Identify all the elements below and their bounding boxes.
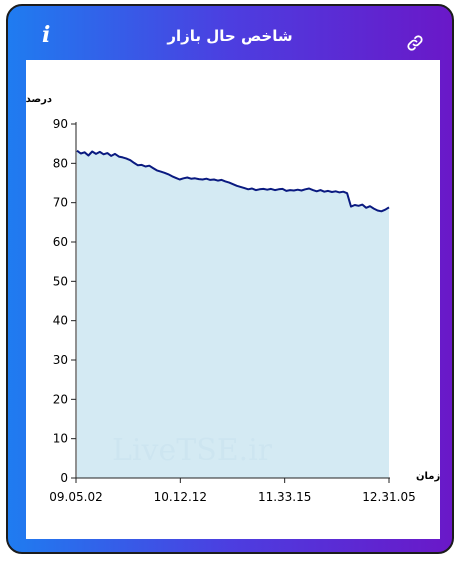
y-tick-label: 10 [53, 432, 68, 446]
y-tick-label: 90 [53, 117, 68, 131]
y-tick-label: 20 [53, 392, 68, 406]
x-tick-label: 10.12.12 [154, 490, 207, 504]
y-tick-label: 30 [53, 353, 68, 367]
y-tick-label: 80 [53, 156, 68, 170]
link-icon[interactable] [406, 34, 424, 52]
y-tick-label: 0 [60, 471, 68, 485]
card-title: شاخص حال بازار [167, 27, 293, 45]
y-tick-label: 40 [53, 314, 68, 328]
area-chart: LiveTSE.ir010203040506070809009.05.0210.… [26, 94, 440, 504]
info-icon[interactable]: i [42, 22, 51, 48]
card-header: i شاخص حال بازار [8, 6, 452, 60]
x-tick-label: 09.05.02 [49, 490, 102, 504]
x-tick-label: 11.33.15 [258, 490, 311, 504]
chart-panel: LiveTSE.ir010203040506070809009.05.0210.… [26, 60, 440, 539]
y-axis-title: درصد [26, 94, 52, 105]
series-area [77, 150, 389, 478]
market-index-card: i شاخص حال بازار LiveTSE.ir0102030405060… [6, 4, 454, 554]
y-tick-label: 50 [53, 274, 68, 288]
x-axis-title: زمان [416, 471, 440, 482]
y-tick-label: 60 [53, 235, 68, 249]
series-line [76, 149, 390, 213]
y-tick-label: 70 [53, 196, 68, 210]
x-tick-label: 12.31.05 [362, 490, 415, 504]
